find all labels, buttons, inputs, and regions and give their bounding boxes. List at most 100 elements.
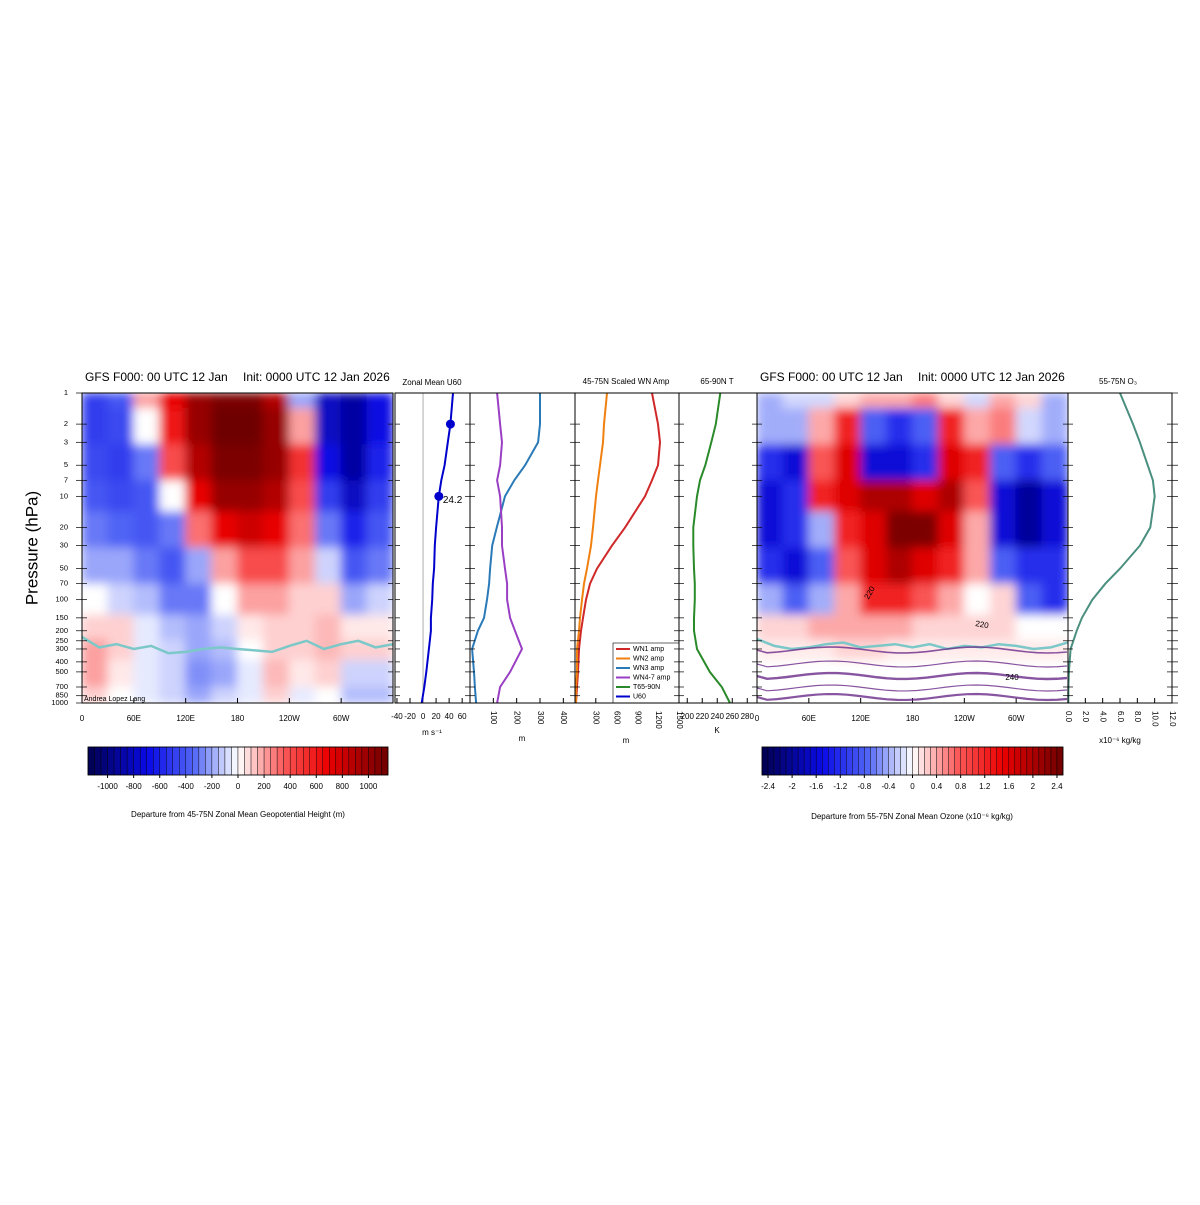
heatmap-cell bbox=[989, 583, 1017, 616]
heatmap-cell bbox=[237, 583, 264, 616]
x-tick-label: 120E bbox=[851, 714, 870, 723]
y-tick-label: 5 bbox=[64, 460, 68, 469]
heatmap-cell bbox=[107, 614, 135, 641]
colorbar-box bbox=[858, 746, 865, 776]
colorbar-tick-label: 2 bbox=[1031, 782, 1036, 791]
x-axis-label: x10⁻⁶ kg/kg bbox=[1099, 736, 1141, 745]
x-tick-label: 1500 bbox=[675, 711, 684, 729]
heatmap-cell bbox=[107, 480, 135, 513]
colorbar-box bbox=[972, 746, 979, 776]
y-tick-label: 50 bbox=[60, 564, 68, 573]
colorbar-box bbox=[834, 746, 841, 776]
heatmap-cell bbox=[757, 547, 784, 585]
heatmap-cell bbox=[1015, 583, 1043, 616]
heatmap-cell bbox=[288, 583, 316, 616]
heatmap-cell bbox=[159, 659, 187, 688]
heatmap-cell bbox=[133, 444, 161, 482]
colorbar-box bbox=[1050, 746, 1058, 776]
heatmap-cell bbox=[340, 583, 368, 616]
y-tick-label: 1 bbox=[64, 388, 68, 397]
colorbar-box bbox=[211, 746, 219, 776]
x-tick-label: 120W bbox=[279, 714, 300, 723]
contour-line bbox=[757, 684, 1068, 692]
heatmap-cell bbox=[886, 659, 913, 688]
colorbar-box bbox=[1008, 746, 1016, 776]
heatmap-cell bbox=[314, 393, 342, 410]
heatmap-cell bbox=[1041, 547, 1068, 585]
heatmap-cell bbox=[314, 480, 342, 513]
colorbar-tick-label: 0 bbox=[910, 782, 915, 791]
colorbar-box bbox=[348, 746, 356, 776]
heatmap-cell bbox=[340, 686, 368, 703]
colorbar-box bbox=[218, 746, 226, 776]
heatmap-cell bbox=[107, 408, 135, 446]
heatmap-cell bbox=[211, 480, 238, 513]
x-tick-label: 20 bbox=[432, 712, 441, 721]
heatmap-cell bbox=[340, 639, 368, 661]
colorbar-tick-label: -200 bbox=[204, 782, 221, 791]
heatmap-cell bbox=[262, 686, 290, 703]
profile-line bbox=[692, 392, 731, 704]
colorbar-box bbox=[172, 746, 180, 776]
heatmap-cell bbox=[288, 547, 316, 585]
colorbar-box bbox=[954, 746, 961, 776]
heatmap-cell bbox=[211, 659, 238, 688]
y-tick-label: 400 bbox=[55, 657, 68, 666]
heatmap-cell bbox=[937, 444, 965, 482]
x-tick-label: 0.0 bbox=[1064, 711, 1073, 723]
heatmap-cell bbox=[989, 511, 1017, 549]
colorbar-label: Departure from 45-75N Zonal Mean Geopote… bbox=[131, 810, 345, 819]
heatmap-cell bbox=[211, 408, 238, 446]
heatmap-cell bbox=[159, 480, 187, 513]
heatmap-cell bbox=[808, 511, 836, 549]
x-tick-label: 300 bbox=[536, 711, 545, 725]
heatmap-cell bbox=[107, 511, 135, 549]
heatmap-cell bbox=[366, 408, 393, 446]
colorbar-box bbox=[773, 746, 781, 776]
heatmap-cell bbox=[757, 511, 784, 549]
colorbar-box bbox=[930, 746, 937, 776]
colorbar-tick-label: -600 bbox=[152, 782, 169, 791]
heatmap-cell bbox=[757, 444, 784, 482]
heatmap-cell bbox=[288, 686, 316, 703]
heatmap-cell bbox=[886, 639, 913, 661]
heatmap-cell bbox=[340, 408, 368, 446]
colorbar-box bbox=[870, 746, 877, 776]
heatmap-cell bbox=[937, 583, 965, 616]
y-tick-label: 300 bbox=[55, 644, 68, 653]
heatmap-cell bbox=[107, 583, 135, 616]
contour-line bbox=[757, 692, 1068, 702]
colorbar-box bbox=[894, 746, 901, 776]
heatmap-cell bbox=[340, 659, 368, 688]
heatmap-cell bbox=[834, 408, 862, 446]
x-tick-label: 0 bbox=[421, 712, 426, 721]
contour-line bbox=[757, 671, 1068, 681]
heatmap-cell bbox=[288, 408, 316, 446]
x-tick-label: 2.0 bbox=[1081, 711, 1090, 723]
colorbar-box bbox=[133, 746, 141, 776]
heatmap-cell bbox=[82, 547, 109, 585]
heatmap-cell bbox=[159, 393, 187, 410]
colorbar-box bbox=[368, 746, 376, 776]
heatmap-cell bbox=[886, 547, 913, 585]
heatmap-cell bbox=[185, 480, 213, 513]
heatmap-cell bbox=[262, 444, 290, 482]
colorbar-box bbox=[761, 746, 769, 776]
x-tick-label: 180 bbox=[906, 714, 920, 723]
heatmap-field bbox=[82, 393, 393, 703]
heatmap-cell bbox=[782, 686, 810, 703]
heatmap-cell bbox=[989, 393, 1017, 410]
heatmap-cell bbox=[886, 614, 913, 641]
heatmap-cell bbox=[757, 639, 784, 661]
colorbar-box bbox=[270, 746, 278, 776]
heatmap-cell bbox=[366, 686, 393, 703]
heatmap-cell bbox=[211, 686, 238, 703]
colorbar-box bbox=[1038, 746, 1046, 776]
heatmap-cell bbox=[288, 614, 316, 641]
colorbar-box bbox=[283, 746, 291, 776]
heatmap-cell bbox=[288, 444, 316, 482]
heatmap-cell bbox=[159, 639, 187, 661]
heatmap-cell bbox=[963, 614, 991, 641]
heatmap-cell bbox=[185, 614, 213, 641]
